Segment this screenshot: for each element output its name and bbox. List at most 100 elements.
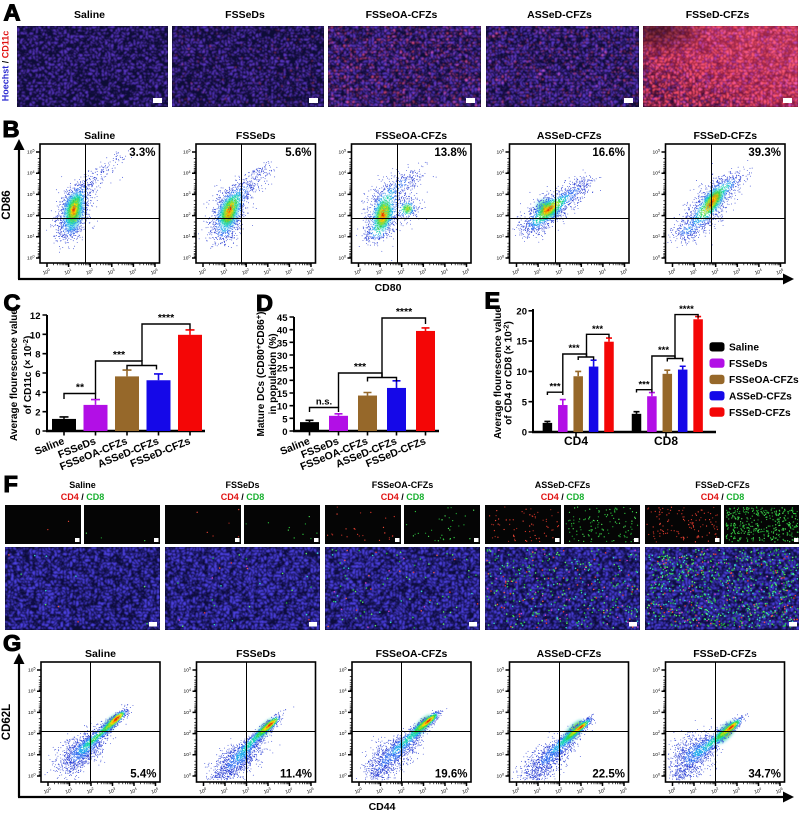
svg-text:CD86: CD86 xyxy=(1,190,13,219)
svg-text:34.7%: 34.7% xyxy=(748,769,781,781)
svg-text:11.4%: 11.4% xyxy=(280,769,312,781)
svg-text:103: 103 xyxy=(27,191,35,198)
svg-text:104: 104 xyxy=(129,787,138,796)
svg-text:101: 101 xyxy=(652,751,660,758)
svg-text:10: 10 xyxy=(30,330,41,341)
svg-text:19.6%: 19.6% xyxy=(435,769,468,781)
svg-text:FSSeD-CFZs: FSSeD-CFZs xyxy=(693,130,757,142)
svg-text:101: 101 xyxy=(220,787,229,796)
svg-text:105: 105 xyxy=(27,149,35,156)
svg-text:FSSeDs: FSSeDs xyxy=(236,130,276,142)
svg-text:102: 102 xyxy=(86,787,95,796)
svg-text:***: *** xyxy=(354,361,367,373)
svg-text:10: 10 xyxy=(277,402,288,413)
svg-text:0: 0 xyxy=(35,427,40,438)
svg-text:5.4%: 5.4% xyxy=(130,769,156,781)
svg-text:104: 104 xyxy=(440,787,449,796)
svg-text:20: 20 xyxy=(277,376,288,387)
svg-text:105: 105 xyxy=(338,149,346,156)
svg-text:103: 103 xyxy=(107,268,116,277)
svg-text:FSSeOA-CFZs: FSSeOA-CFZs xyxy=(372,480,434,490)
svg-text:CD4 / CD8: CD4 / CD8 xyxy=(701,492,745,502)
svg-text:FSSeD-CFZs: FSSeD-CFZs xyxy=(686,9,750,21)
svg-text:B: B xyxy=(3,116,20,142)
svg-text:CD4 / CD8: CD4 / CD8 xyxy=(61,492,105,502)
svg-text:102: 102 xyxy=(339,730,347,737)
svg-text:***: *** xyxy=(592,324,603,335)
svg-text:100: 100 xyxy=(652,255,660,262)
svg-text:C: C xyxy=(4,290,21,316)
svg-text:101: 101 xyxy=(220,268,229,277)
svg-text:****: **** xyxy=(396,306,413,318)
svg-text:104: 104 xyxy=(652,688,660,695)
svg-text:FSSeD-CFZs: FSSeD-CFZs xyxy=(693,648,757,660)
svg-text:103: 103 xyxy=(263,787,272,796)
svg-text:105: 105 xyxy=(619,268,628,277)
svg-text:104: 104 xyxy=(27,170,35,177)
svg-text:**: ** xyxy=(76,382,85,394)
svg-text:102: 102 xyxy=(554,787,563,796)
svg-text:101: 101 xyxy=(689,787,698,796)
svg-text:104: 104 xyxy=(754,268,763,277)
svg-text:ASSeD-CFZs: ASSeD-CFZs xyxy=(537,130,602,142)
svg-text:103: 103 xyxy=(732,787,741,796)
svg-text:30: 30 xyxy=(277,351,288,362)
svg-text:101: 101 xyxy=(533,268,542,277)
svg-text:F: F xyxy=(4,471,18,497)
svg-text:101: 101 xyxy=(496,751,504,758)
svg-text:ASSeD-CFZs: ASSeD-CFZs xyxy=(537,648,602,660)
svg-text:Saline: Saline xyxy=(74,9,105,21)
svg-text:CD44: CD44 xyxy=(369,801,396,813)
svg-text:Saline: Saline xyxy=(69,480,96,490)
svg-text:CD4 / CD8: CD4 / CD8 xyxy=(221,492,265,502)
svg-text:102: 102 xyxy=(27,212,35,219)
svg-text:104: 104 xyxy=(339,688,347,695)
svg-text:CD4 / CD8: CD4 / CD8 xyxy=(381,492,425,502)
svg-text:101: 101 xyxy=(28,751,36,758)
svg-text:103: 103 xyxy=(652,709,660,716)
svg-text:105: 105 xyxy=(150,787,159,796)
svg-text:105: 105 xyxy=(496,149,504,156)
svg-text:104: 104 xyxy=(496,170,504,177)
svg-text:104: 104 xyxy=(284,268,293,277)
svg-text:100: 100 xyxy=(667,787,676,796)
svg-text:103: 103 xyxy=(183,709,191,716)
svg-text:101: 101 xyxy=(689,268,698,277)
svg-text:105: 105 xyxy=(496,667,504,674)
svg-text:Saline: Saline xyxy=(85,648,116,660)
svg-text:4: 4 xyxy=(35,388,41,399)
svg-text:0: 0 xyxy=(282,427,287,438)
svg-text:16.6%: 16.6% xyxy=(592,147,625,159)
svg-text:CD8: CD8 xyxy=(654,434,678,448)
svg-text:5: 5 xyxy=(282,414,288,425)
svg-text:Average flourescence value: Average flourescence value xyxy=(9,309,20,441)
svg-text:101: 101 xyxy=(375,787,384,796)
svg-text:****: **** xyxy=(679,304,694,315)
svg-text:102: 102 xyxy=(85,268,94,277)
svg-text:104: 104 xyxy=(284,787,293,796)
svg-text:22.5%: 22.5% xyxy=(592,769,625,781)
svg-text:100: 100 xyxy=(496,255,504,262)
svg-text:102: 102 xyxy=(397,787,406,796)
svg-text:105: 105 xyxy=(306,787,315,796)
svg-text:FSSeD-CFZs: FSSeD-CFZs xyxy=(695,480,750,490)
svg-text:101: 101 xyxy=(64,787,73,796)
svg-text:CD62L: CD62L xyxy=(1,704,13,740)
svg-text:FSSeOA-CFZs: FSSeOA-CFZs xyxy=(375,130,447,142)
svg-text:105: 105 xyxy=(775,787,784,796)
svg-text:103: 103 xyxy=(496,191,504,198)
svg-text:5.6%: 5.6% xyxy=(285,147,311,159)
svg-text:102: 102 xyxy=(652,730,660,737)
svg-text:103: 103 xyxy=(652,191,660,198)
svg-text:103: 103 xyxy=(732,268,741,277)
svg-text:39.3%: 39.3% xyxy=(748,147,781,159)
svg-text:102: 102 xyxy=(28,730,36,737)
svg-text:FSSeDs: FSSeDs xyxy=(225,9,265,21)
svg-text:CD80: CD80 xyxy=(375,282,402,294)
svg-text:D: D xyxy=(256,290,273,316)
svg-text:101: 101 xyxy=(375,268,384,277)
svg-text:100: 100 xyxy=(198,787,207,796)
svg-text:104: 104 xyxy=(128,268,137,277)
svg-text:45: 45 xyxy=(277,313,288,324)
svg-text:100: 100 xyxy=(353,268,362,277)
